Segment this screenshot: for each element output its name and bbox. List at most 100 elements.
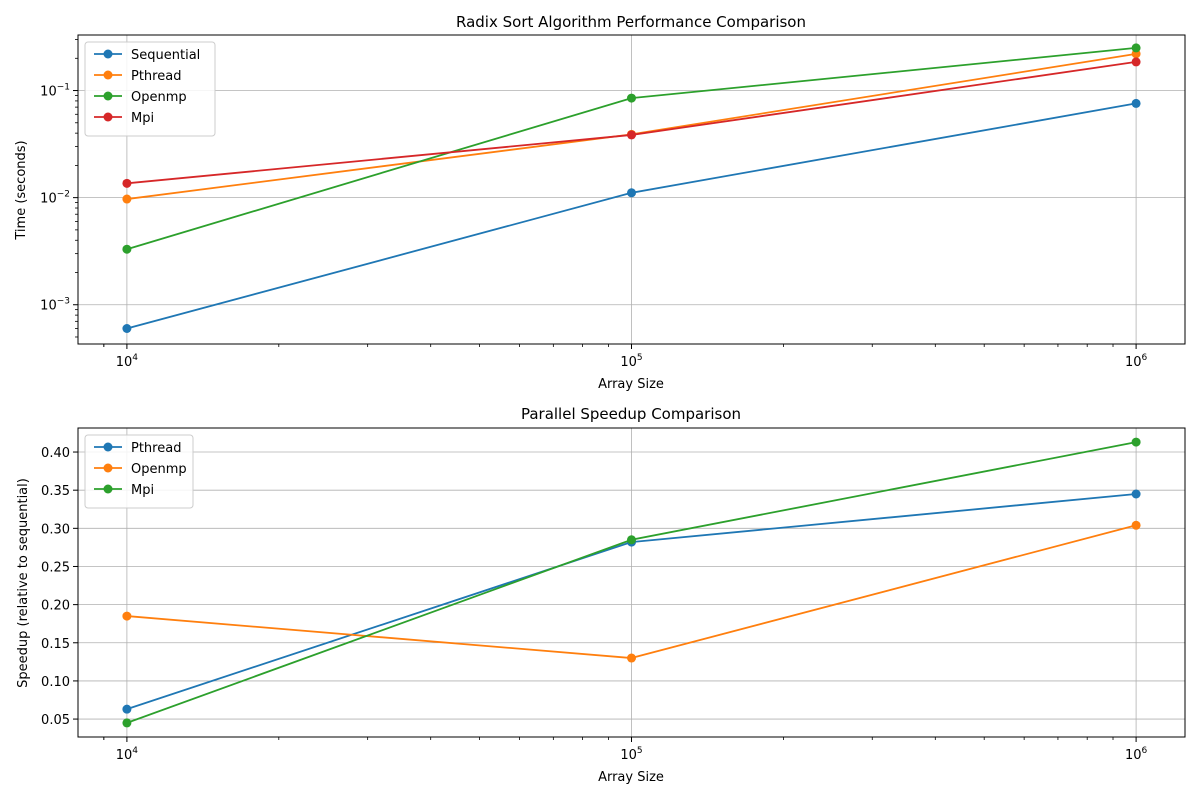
- data-point-sequential: [1131, 98, 1141, 108]
- speedup-chart-x-axis-label: Array Size: [598, 770, 664, 785]
- legend-box: [84, 41, 216, 137]
- data-point-mpi: [122, 178, 132, 188]
- speedup-chart-y-axis-label: Speedup (relative to sequential): [16, 478, 31, 688]
- data-point-mpi: [122, 718, 132, 728]
- x-tick-label: 106: [1125, 746, 1148, 763]
- data-point-openmp: [1131, 43, 1141, 53]
- y-tick-label-exponent: −1: [57, 83, 70, 93]
- legend-label: Sequential: [131, 48, 200, 63]
- speedup-chart-x-ticks: 104 105 106: [116, 737, 1148, 763]
- x-tick-label-exponent: 4: [132, 746, 138, 756]
- data-point-openmp: [1131, 520, 1141, 530]
- legend-swatch-marker: [103, 91, 113, 101]
- data-point-pthread: [1131, 489, 1141, 499]
- time-chart-grid: [78, 35, 1185, 344]
- x-tick-label-base: 10: [116, 748, 133, 763]
- y-tick-label-text: 0.10: [41, 675, 70, 690]
- x-tick-label: 104: [116, 353, 139, 370]
- y-tick-label: 0.15: [41, 637, 70, 652]
- series-mpi: [122, 437, 1141, 728]
- time-chart-series: [122, 43, 1141, 334]
- x-tick-label-base: 10: [116, 355, 133, 370]
- time-chart-y-ticks: 10−310−210−1: [40, 83, 78, 314]
- legend-swatch-marker: [103, 484, 113, 494]
- y-tick-label: 0.40: [41, 446, 70, 461]
- y-tick-label: 0.10: [41, 675, 70, 690]
- data-point-openmp: [627, 93, 636, 103]
- legend-label: Pthread: [131, 441, 181, 456]
- x-tick-label: 105: [620, 746, 642, 763]
- y-tick-label-text: 0.05: [41, 713, 70, 728]
- legend-swatch-marker: [103, 49, 113, 59]
- legend-swatch-marker: [103, 70, 113, 80]
- speedup-chart: Parallel Speedup Comparison 104 105 106 0.…: [16, 405, 1186, 785]
- data-point-pthread: [122, 194, 132, 204]
- legend-label: Mpi: [131, 483, 154, 498]
- speedup-chart-legend: Pthread Openmp Mpi: [84, 434, 194, 509]
- speedup-chart-series: [122, 437, 1141, 728]
- y-tick-label: 10−1: [40, 83, 70, 100]
- x-tick-label: 105: [620, 353, 642, 370]
- data-point-mpi: [1131, 437, 1141, 447]
- x-tick-label-exponent: 4: [132, 353, 138, 363]
- time-chart: Radix Sort Algorithm Performance Compari…: [14, 13, 1186, 392]
- data-point-openmp: [627, 653, 636, 663]
- legend-swatch-marker: [103, 442, 113, 452]
- y-tick-label-base: 10: [40, 299, 57, 314]
- y-tick-label-base: 10: [40, 192, 57, 207]
- y-tick-label: 0.30: [41, 522, 70, 537]
- y-tick-label-text: 0.35: [41, 484, 70, 499]
- speedup-chart-y-ticks: 0.05 0.10 0.15 0.20 0.25 0.30 0.35 0.40: [41, 446, 78, 728]
- legend-label: Openmp: [131, 90, 187, 105]
- data-point-mpi: [1131, 57, 1141, 67]
- data-point-sequential: [627, 188, 636, 198]
- y-tick-label: 0.25: [41, 560, 70, 575]
- y-tick-label: 10−3: [40, 297, 70, 314]
- data-point-sequential: [122, 324, 132, 334]
- time-chart-x-ticks: 104 105 106: [116, 344, 1148, 370]
- x-tick-label: 104: [116, 746, 139, 763]
- data-point-mpi: [627, 535, 636, 545]
- x-tick-label-base: 10: [1125, 748, 1142, 763]
- y-tick-label-text: 0.30: [41, 522, 70, 537]
- y-tick-label-text: 0.20: [41, 599, 70, 614]
- x-tick-label-exponent: 5: [637, 353, 643, 363]
- x-tick-label-exponent: 6: [1142, 746, 1148, 756]
- series-mpi: [122, 57, 1141, 188]
- legend-swatch-marker: [103, 463, 113, 473]
- data-point-mpi: [627, 130, 636, 140]
- x-tick-label-base: 10: [620, 355, 637, 370]
- series-openmp: [122, 43, 1141, 254]
- time-chart-y-axis-label: Time (seconds): [14, 140, 29, 240]
- legend-label: Openmp: [131, 462, 187, 477]
- y-tick-label-exponent: −3: [57, 297, 70, 307]
- legend-label: Mpi: [131, 111, 154, 126]
- time-chart-legend: Sequential Pthread Openmp Mpi: [84, 41, 216, 137]
- y-tick-label-text: 0.15: [41, 637, 70, 652]
- y-tick-label: 0.35: [41, 484, 70, 499]
- series-openmp: [122, 520, 1141, 663]
- x-tick-label-base: 10: [1125, 355, 1142, 370]
- legend-swatch-marker: [103, 112, 113, 122]
- x-tick-label-exponent: 5: [637, 746, 643, 756]
- data-point-pthread: [122, 704, 132, 714]
- y-tick-label: 0.05: [41, 713, 70, 728]
- speedup-chart-grid: [78, 428, 1185, 737]
- y-tick-label: 0.20: [41, 599, 70, 614]
- x-tick-label-exponent: 6: [1142, 353, 1148, 363]
- time-chart-x-axis-label: Array Size: [598, 377, 664, 392]
- y-tick-label: 10−2: [40, 190, 70, 207]
- y-tick-label-text: 0.25: [41, 560, 70, 575]
- data-point-openmp: [122, 611, 132, 621]
- series-sequential: [122, 98, 1141, 334]
- x-tick-label-base: 10: [620, 748, 637, 763]
- x-tick-label: 106: [1125, 353, 1148, 370]
- data-point-openmp: [122, 244, 132, 254]
- legend-label: Pthread: [131, 69, 181, 84]
- y-tick-label-base: 10: [40, 85, 57, 100]
- time-chart-title: Radix Sort Algorithm Performance Compari…: [456, 13, 806, 31]
- y-tick-label-exponent: −2: [57, 190, 70, 200]
- speedup-chart-title: Parallel Speedup Comparison: [521, 405, 741, 423]
- y-tick-label-text: 0.40: [41, 446, 70, 461]
